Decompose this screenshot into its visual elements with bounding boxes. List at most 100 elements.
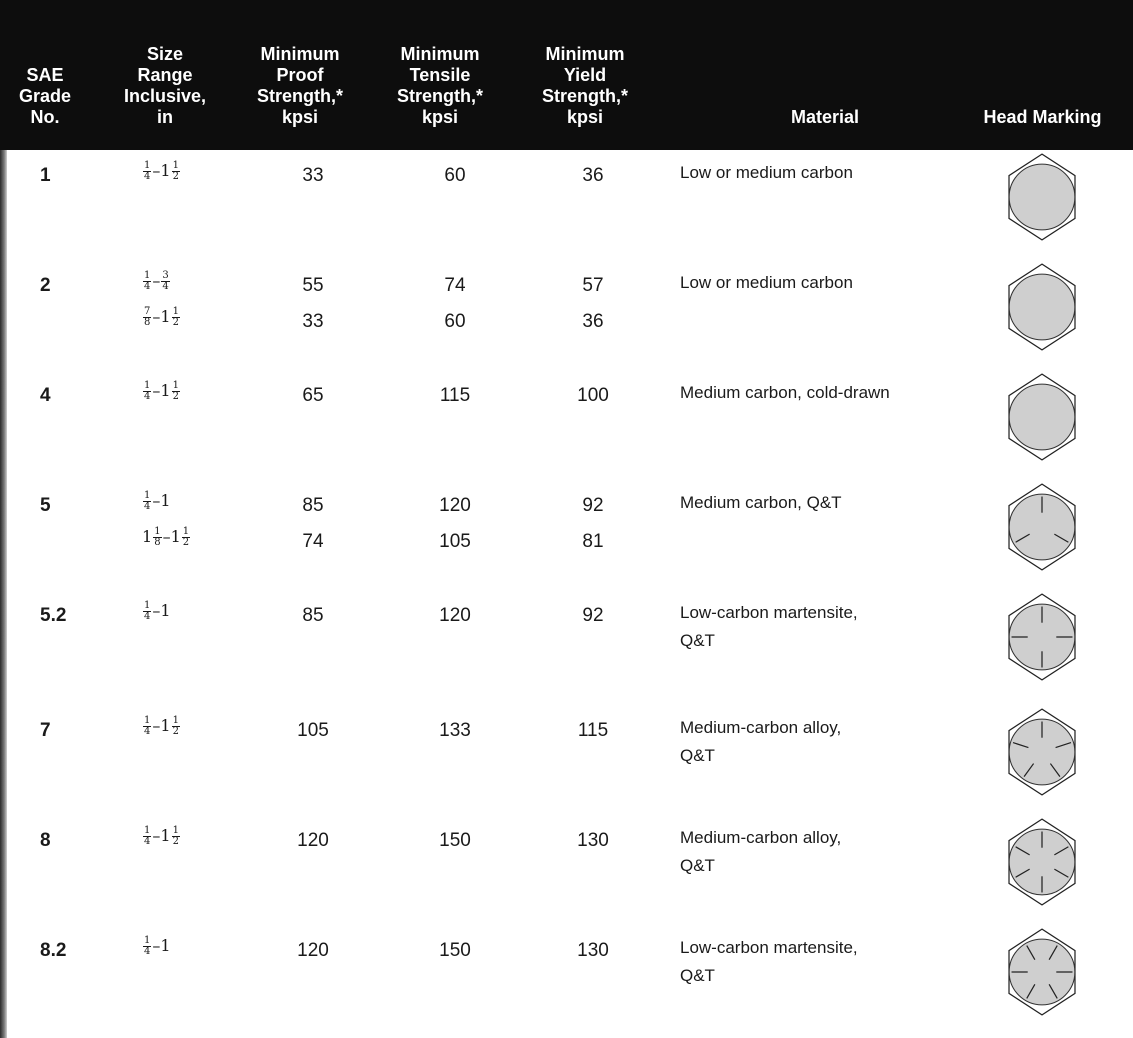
size-dash: –1 xyxy=(152,491,171,510)
size-range: 1 4 –1 1 2 xyxy=(142,381,181,402)
size-fraction-start-numerator: 1 xyxy=(143,715,152,727)
head-marking-icon xyxy=(1002,151,1082,243)
size-whole: 1 xyxy=(142,527,153,546)
hex-head-svg xyxy=(1008,708,1076,796)
grade-number: 5.2 xyxy=(40,605,67,626)
radial-grade-line xyxy=(1054,846,1069,856)
radial-grade-line xyxy=(1012,741,1029,749)
grade-number: 7 xyxy=(40,720,51,741)
material: Medium-carbon alloy, Q&T xyxy=(680,828,842,875)
header-grade: SAE Grade No. xyxy=(18,65,72,127)
tensile-strength: 115 xyxy=(439,385,471,406)
size-fraction-end-denominator: 2 xyxy=(182,537,190,548)
bolt-head-circle xyxy=(1008,938,1076,1006)
header-tensile: Minimum Tensile Strength,* kpsi xyxy=(396,44,483,127)
yield-strength: 36 xyxy=(582,311,604,332)
size-fraction-start-denominator: 4 xyxy=(144,726,151,737)
head-marking-icon xyxy=(1002,926,1082,1018)
bolt-head-circle xyxy=(1008,603,1076,671)
hex-head-svg xyxy=(1008,483,1076,571)
size-dash: –1 xyxy=(152,601,171,620)
size-fraction-start-denominator: 8 xyxy=(154,537,161,548)
tensile-strength: 105 xyxy=(439,531,471,552)
size-fraction-end-numerator: 1 xyxy=(171,306,180,318)
bolt-head-circle xyxy=(1008,273,1076,341)
yield-strength: 130 xyxy=(577,940,609,961)
hex-head-svg xyxy=(1008,373,1076,461)
size-fraction-start-denominator: 4 xyxy=(144,836,151,847)
tensile-strength: 120 xyxy=(439,495,471,516)
hex-outline xyxy=(1008,928,1076,1016)
hex-outline xyxy=(1008,708,1076,796)
radial-grade-line xyxy=(1026,945,1036,960)
tensile-strength: 120 xyxy=(439,605,471,626)
proof-strength: 74 xyxy=(302,531,324,552)
tensile-strength: 60 xyxy=(444,311,466,332)
scan-left-edge xyxy=(0,0,7,1038)
material: Low-carbon martensite, Q&T xyxy=(680,603,858,650)
yield-strength: 100 xyxy=(577,385,609,406)
size-range: 1 1 8 –1 1 2 xyxy=(142,527,191,548)
size-range: 1 4 –1 1 2 xyxy=(142,716,181,737)
size-dash: –1 xyxy=(152,381,171,400)
proof-strength: 65 xyxy=(302,385,324,406)
material: Medium carbon, cold-drawn xyxy=(680,383,890,402)
yield-strength: 36 xyxy=(582,165,604,186)
size-dash: –1 xyxy=(152,307,171,326)
size-fraction-start-denominator: 4 xyxy=(144,281,151,292)
grade-number: 1 xyxy=(40,165,51,186)
radial-grade-line xyxy=(1015,533,1030,543)
hex-head-svg xyxy=(1008,263,1076,351)
size-fraction-start-denominator: 8 xyxy=(144,317,151,328)
radial-grade-line xyxy=(1023,763,1035,778)
radial-grade-line xyxy=(1048,945,1058,960)
proof-strength: 120 xyxy=(297,940,329,961)
size-fraction-start-numerator: 1 xyxy=(143,160,152,172)
bolt-head-circle xyxy=(1008,493,1076,561)
tensile-strength: 150 xyxy=(439,830,471,851)
proof-strength: 85 xyxy=(302,605,324,626)
header-material: Material xyxy=(790,107,860,127)
size-fraction-end-numerator: 1 xyxy=(171,160,180,172)
yield-strength: 57 xyxy=(582,275,604,296)
yield-strength: 115 xyxy=(577,720,609,741)
material: Low or medium carbon xyxy=(680,163,853,182)
radial-grade-line xyxy=(1026,984,1036,999)
radial-grade-line xyxy=(1055,741,1072,749)
hex-outline xyxy=(1008,593,1076,681)
head-marking-icon xyxy=(1002,706,1082,798)
size-fraction-start-numerator: 1 xyxy=(143,825,152,837)
size-fraction-start-numerator: 7 xyxy=(143,306,152,318)
grade-number: 8.2 xyxy=(40,940,67,961)
bolt-head-circle xyxy=(1008,718,1076,786)
size-dash: –1 xyxy=(152,716,171,735)
grade-number: 5 xyxy=(40,495,51,516)
material: Medium carbon, Q&T xyxy=(680,493,842,512)
size-range: 7 8 –1 1 2 xyxy=(142,307,181,328)
size-fraction-start-numerator: 1 xyxy=(143,270,152,282)
head-marking-icon xyxy=(1002,816,1082,908)
size-fraction-end-numerator: 1 xyxy=(181,526,191,538)
proof-strength: 55 xyxy=(302,275,324,296)
radial-grade-line xyxy=(1015,868,1030,878)
size-dash: –1 xyxy=(152,826,171,845)
size-fraction-start-denominator: 4 xyxy=(144,171,151,182)
head-marking-icon xyxy=(1002,481,1082,573)
material: Medium-carbon alloy, Q&T xyxy=(680,718,842,765)
tensile-strength: 150 xyxy=(439,940,471,961)
proof-strength: 33 xyxy=(302,165,324,186)
size-dash: –1 xyxy=(152,161,171,180)
hex-head-svg xyxy=(1008,153,1076,241)
tensile-strength: 60 xyxy=(444,165,466,186)
size-fraction-end-denominator: 4 xyxy=(162,281,169,292)
radial-grade-line xyxy=(1048,984,1058,999)
bolt-head-circle xyxy=(1008,383,1076,451)
